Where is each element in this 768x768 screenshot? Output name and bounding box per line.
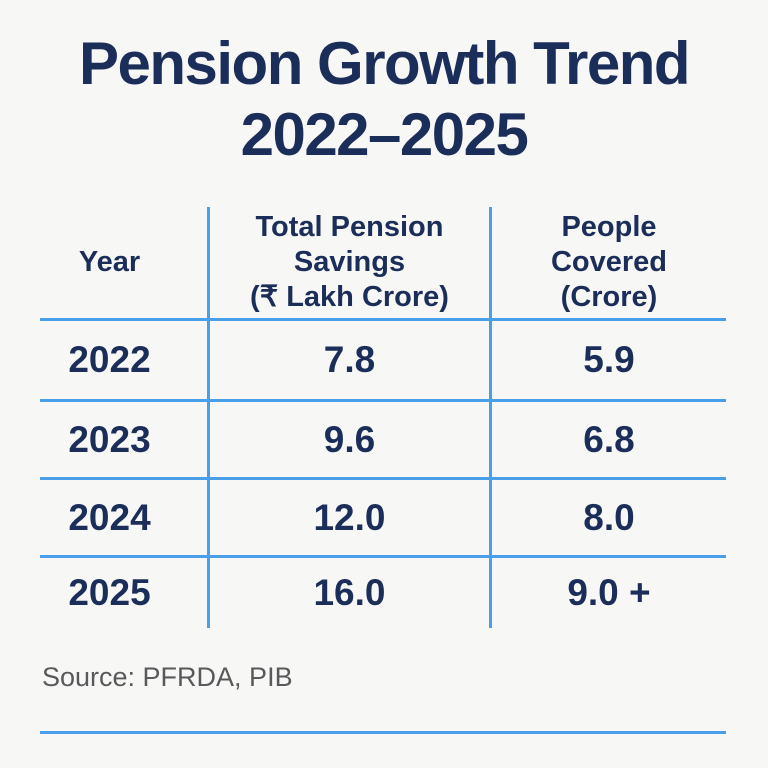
page-title-line-1: Pension Growth Trend bbox=[78, 30, 691, 97]
page-title: Pension Growth Trend 2022–2025 bbox=[0, 28, 768, 170]
table-cell-covered-2022: 5.9 bbox=[492, 321, 726, 402]
pension-table: Year Total Pension Savings (₹ Lakh Crore… bbox=[40, 207, 726, 628]
table-cell-savings-2023: 9.6 bbox=[210, 402, 492, 480]
table-cell-year-2022: 2022 bbox=[40, 321, 210, 402]
table-header-year: Year bbox=[40, 207, 210, 321]
page-title-line-2: 2022–2025 bbox=[240, 101, 529, 168]
table-cell-covered-2025: 9.0 + bbox=[567, 572, 651, 613]
table-cell-savings-2022: 7.8 bbox=[210, 321, 492, 402]
bottom-divider bbox=[40, 731, 726, 734]
table-cell-savings-2025: 16.0 bbox=[210, 558, 492, 628]
table-header-covered: People Covered (Crore) bbox=[492, 207, 726, 321]
table-cell-covered-2024: 8.0 bbox=[492, 480, 726, 558]
table-cell-year-2024: 2024 bbox=[40, 480, 210, 558]
table-cell-year-2025: 2025 bbox=[40, 558, 210, 628]
source-attribution: Source: PFRDA, PIB bbox=[42, 662, 293, 692]
table-cell-covered-2023: 6.8 bbox=[492, 402, 726, 480]
table-cell-year-2023: 2023 bbox=[40, 402, 210, 480]
table-header-savings: Total Pension Savings (₹ Lakh Crore) bbox=[210, 207, 492, 321]
table-cell-savings-2024: 12.0 bbox=[210, 480, 492, 558]
